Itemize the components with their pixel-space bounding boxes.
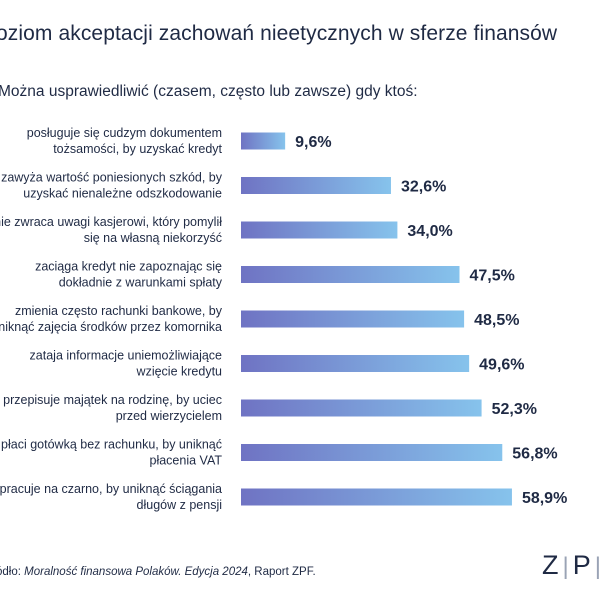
value-label: 58,9% xyxy=(522,490,567,507)
bar xyxy=(241,177,391,194)
chart-subtitle: Można usprawiedliwić (czasem, często lub… xyxy=(0,83,418,100)
category-label: wzięcie kredytu xyxy=(136,365,222,379)
bar xyxy=(241,132,286,150)
bar xyxy=(241,221,398,239)
bar xyxy=(241,444,503,461)
category-label: nie zwraca uwagi kasjerowi, który pomyli… xyxy=(0,215,222,229)
category-label: uniknąć zajęcia środków przez komornika xyxy=(0,320,222,334)
category-label: długów z pensji xyxy=(137,498,222,512)
category-label: przed wierzycielem xyxy=(116,409,222,423)
category-label: zmienia często rachunki bankowe, by xyxy=(15,304,223,318)
source-note: ódło: Moralność finansowa Polaków. Edycj… xyxy=(0,566,316,578)
category-label: płaci gotówką bez rachunku, by uniknąć xyxy=(1,438,222,452)
category-label: pracuje na czarno, by uniknąć ściągania xyxy=(0,482,222,496)
value-label: 48,5% xyxy=(474,312,519,329)
value-label: 47,5% xyxy=(470,268,515,285)
category-label: dokładnie z warunkami spłaty xyxy=(59,276,223,290)
category-label: przepisuje majątek na rodzinę, by uciec xyxy=(3,393,222,407)
bar xyxy=(241,310,465,328)
bar xyxy=(241,355,470,372)
value-label: 34,0% xyxy=(407,223,452,240)
category-label: zaciąga kredyt nie zapoznając się xyxy=(35,260,222,274)
value-label: 49,6% xyxy=(479,357,524,374)
bar xyxy=(241,399,482,417)
value-label: 56,8% xyxy=(512,446,557,463)
category-label: uzyskać nienależne odszkodowanie xyxy=(23,187,222,201)
category-label: zawyża wartość poniesionych szkód, by xyxy=(1,171,223,185)
zpf-logo: Z|P|F xyxy=(542,550,600,580)
category-label: tożsamości, by uzyskać kredyt xyxy=(53,142,222,156)
category-label: płacenia VAT xyxy=(150,454,223,468)
category-label: zataja informacje uniemożliwiające xyxy=(30,349,222,363)
bar xyxy=(241,488,512,506)
bar xyxy=(241,266,460,283)
category-label: się na własną niekorzyść xyxy=(84,231,222,245)
value-label: 9,6% xyxy=(295,134,331,151)
chart-title: oziom akceptacji zachowań nieetycznych w… xyxy=(0,22,558,45)
value-label: 32,6% xyxy=(401,179,446,196)
category-label: posługuje się cudzym dokumentem xyxy=(27,126,222,140)
value-label: 52,3% xyxy=(492,401,537,418)
